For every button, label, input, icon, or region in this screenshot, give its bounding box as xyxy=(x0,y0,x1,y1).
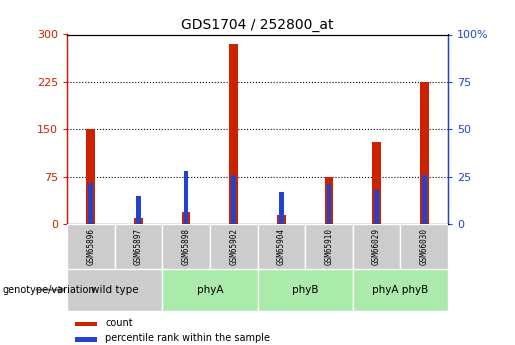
Text: wild type: wild type xyxy=(91,285,139,295)
Bar xyxy=(89,183,93,224)
Text: phyA phyB: phyA phyB xyxy=(372,285,428,295)
Bar xyxy=(182,211,191,224)
Bar xyxy=(353,224,401,269)
Bar xyxy=(114,224,162,269)
Text: GSM66029: GSM66029 xyxy=(372,228,381,265)
Bar xyxy=(372,142,381,224)
Bar xyxy=(422,175,426,224)
Bar xyxy=(327,184,331,224)
Text: genotype/variation: genotype/variation xyxy=(3,285,95,295)
Bar xyxy=(305,224,353,269)
Bar xyxy=(75,337,97,342)
Bar xyxy=(67,224,115,269)
Bar xyxy=(87,129,95,224)
Text: GSM65904: GSM65904 xyxy=(277,228,286,265)
Bar xyxy=(134,218,143,224)
Text: count: count xyxy=(105,318,133,327)
Bar xyxy=(420,82,428,224)
Text: GSM66030: GSM66030 xyxy=(420,228,428,265)
Bar xyxy=(277,215,286,224)
Bar xyxy=(75,322,97,326)
Bar xyxy=(229,44,238,224)
Bar xyxy=(184,171,188,224)
Bar xyxy=(162,224,210,269)
Text: GSM65896: GSM65896 xyxy=(87,228,95,265)
Bar xyxy=(67,269,162,310)
Bar xyxy=(136,196,141,224)
Text: GSM65902: GSM65902 xyxy=(229,228,238,265)
Bar xyxy=(279,192,284,224)
Bar xyxy=(374,190,379,224)
Bar xyxy=(231,175,236,224)
Title: GDS1704 / 252800_at: GDS1704 / 252800_at xyxy=(181,18,334,32)
Text: GSM65898: GSM65898 xyxy=(182,228,191,265)
Text: GSM65897: GSM65897 xyxy=(134,228,143,265)
Bar xyxy=(210,224,258,269)
Bar xyxy=(401,224,448,269)
Text: percentile rank within the sample: percentile rank within the sample xyxy=(105,333,270,343)
Bar xyxy=(162,269,258,310)
Text: phyA: phyA xyxy=(197,285,223,295)
Text: phyB: phyB xyxy=(292,285,318,295)
Bar xyxy=(324,177,333,224)
Bar xyxy=(258,269,353,310)
Bar xyxy=(258,224,305,269)
Bar xyxy=(353,269,448,310)
Text: GSM65910: GSM65910 xyxy=(324,228,333,265)
